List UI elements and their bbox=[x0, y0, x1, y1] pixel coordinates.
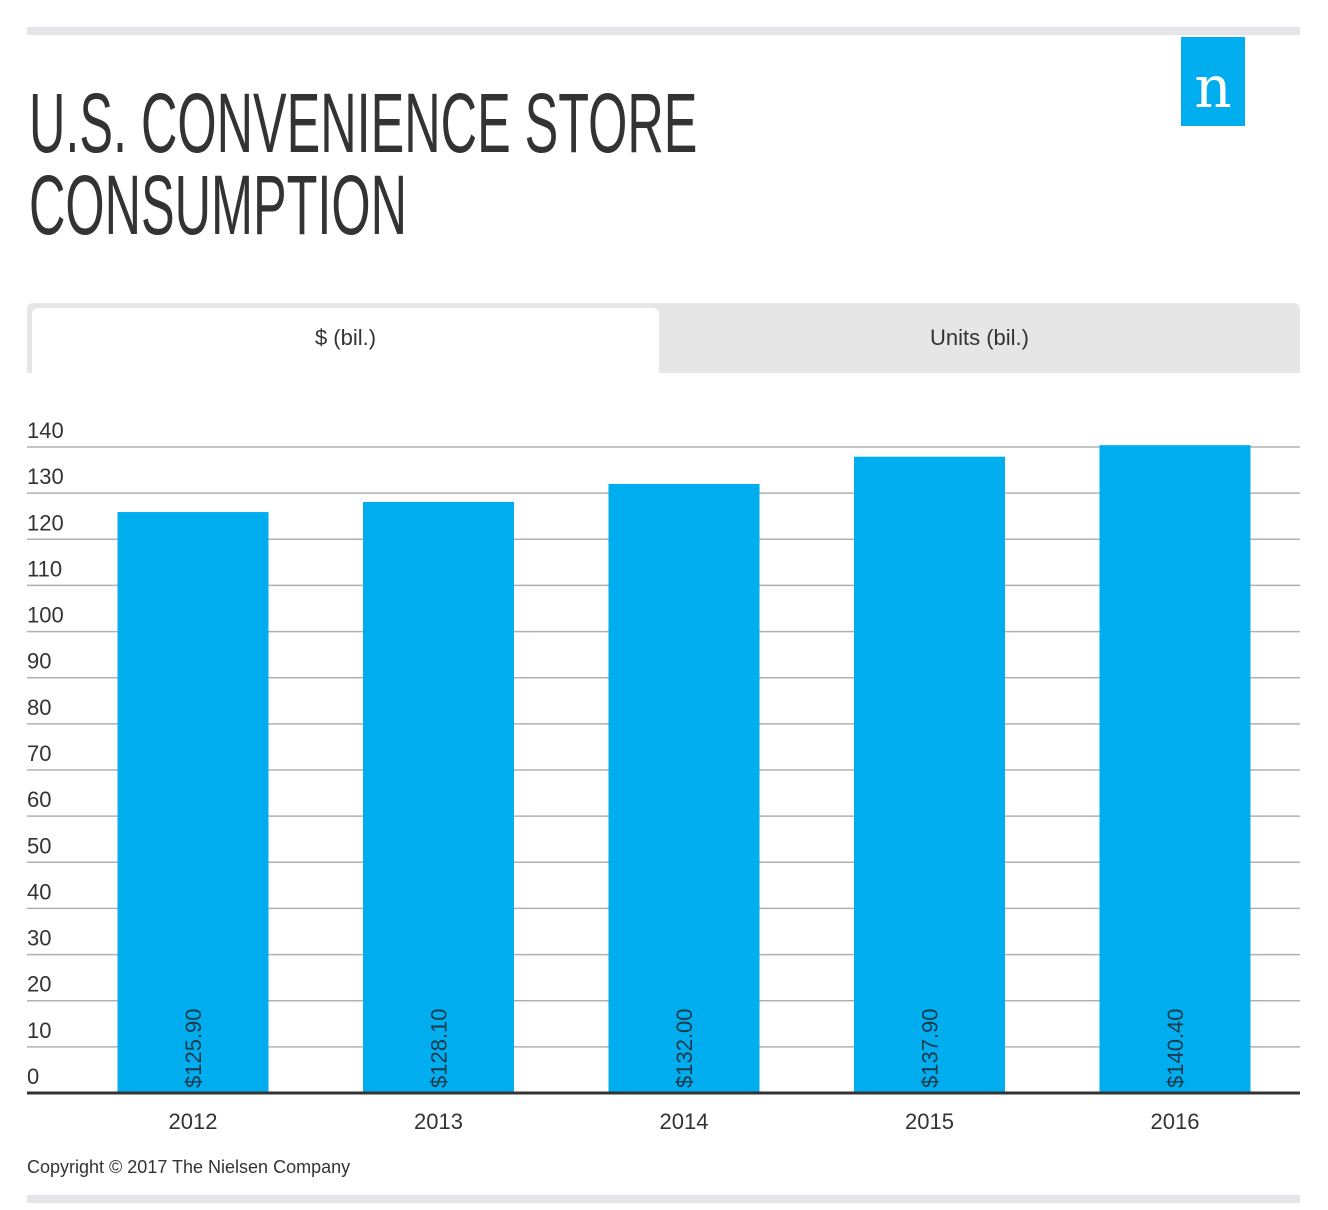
copyright: Copyright © 2017 The Nielsen Company bbox=[27, 1157, 351, 1177]
bar bbox=[854, 456, 1005, 1093]
logo-letter: n bbox=[1194, 53, 1232, 121]
tab-dollars[interactable]: $ (bil.) bbox=[32, 308, 659, 373]
bar bbox=[117, 512, 269, 1093]
bar-value-label: $140.40 bbox=[1163, 1008, 1188, 1088]
bar bbox=[608, 483, 760, 1093]
bottom-divider bbox=[27, 1195, 1300, 1203]
bar-value-label: $128.10 bbox=[427, 1008, 452, 1088]
page-title: U.S. CONVENIENCE STORE CONSUMPTION bbox=[29, 76, 698, 252]
tab-bar: $ (bil.) Units (bil.) bbox=[27, 303, 1300, 373]
nielsen-logo: n bbox=[1181, 37, 1245, 126]
x-tick-label: 2012 bbox=[169, 1109, 218, 1134]
y-tick-label: 20 bbox=[27, 972, 51, 997]
y-tick-label: 10 bbox=[27, 1018, 51, 1043]
y-tick-label: 120 bbox=[27, 510, 64, 535]
bar-value-label: $125.90 bbox=[181, 1008, 206, 1088]
top-divider bbox=[27, 27, 1300, 35]
y-tick-label: 80 bbox=[27, 695, 51, 720]
x-tick-label: 2016 bbox=[1151, 1109, 1200, 1134]
tab-units[interactable]: Units (bil.) bbox=[929, 325, 1029, 350]
bar bbox=[363, 501, 514, 1093]
y-tick-label: 140 bbox=[27, 418, 64, 443]
y-tick-label: 50 bbox=[27, 833, 51, 858]
y-tick-label: 90 bbox=[27, 649, 51, 674]
bar-value-label: $137.90 bbox=[918, 1008, 943, 1088]
title-line-1: U.S. CONVENIENCE STORE bbox=[29, 76, 698, 170]
bar-value-label: $132.00 bbox=[672, 1008, 697, 1088]
x-tick-label: 2014 bbox=[660, 1109, 709, 1134]
bar bbox=[1099, 445, 1251, 1093]
y-tick-label: 40 bbox=[27, 879, 51, 904]
y-tick-label: 60 bbox=[27, 787, 51, 812]
y-tick-label: 0 bbox=[27, 1064, 39, 1089]
title-line-2: CONSUMPTION bbox=[29, 158, 407, 252]
y-tick-label: 110 bbox=[27, 556, 62, 581]
y-tick-label: 30 bbox=[27, 926, 51, 951]
y-tick-label: 130 bbox=[27, 464, 64, 489]
x-tick-label: 2013 bbox=[414, 1109, 463, 1134]
y-tick-label: 70 bbox=[27, 741, 51, 766]
x-tick-label: 2015 bbox=[905, 1109, 954, 1134]
y-tick-label: 100 bbox=[27, 603, 64, 628]
